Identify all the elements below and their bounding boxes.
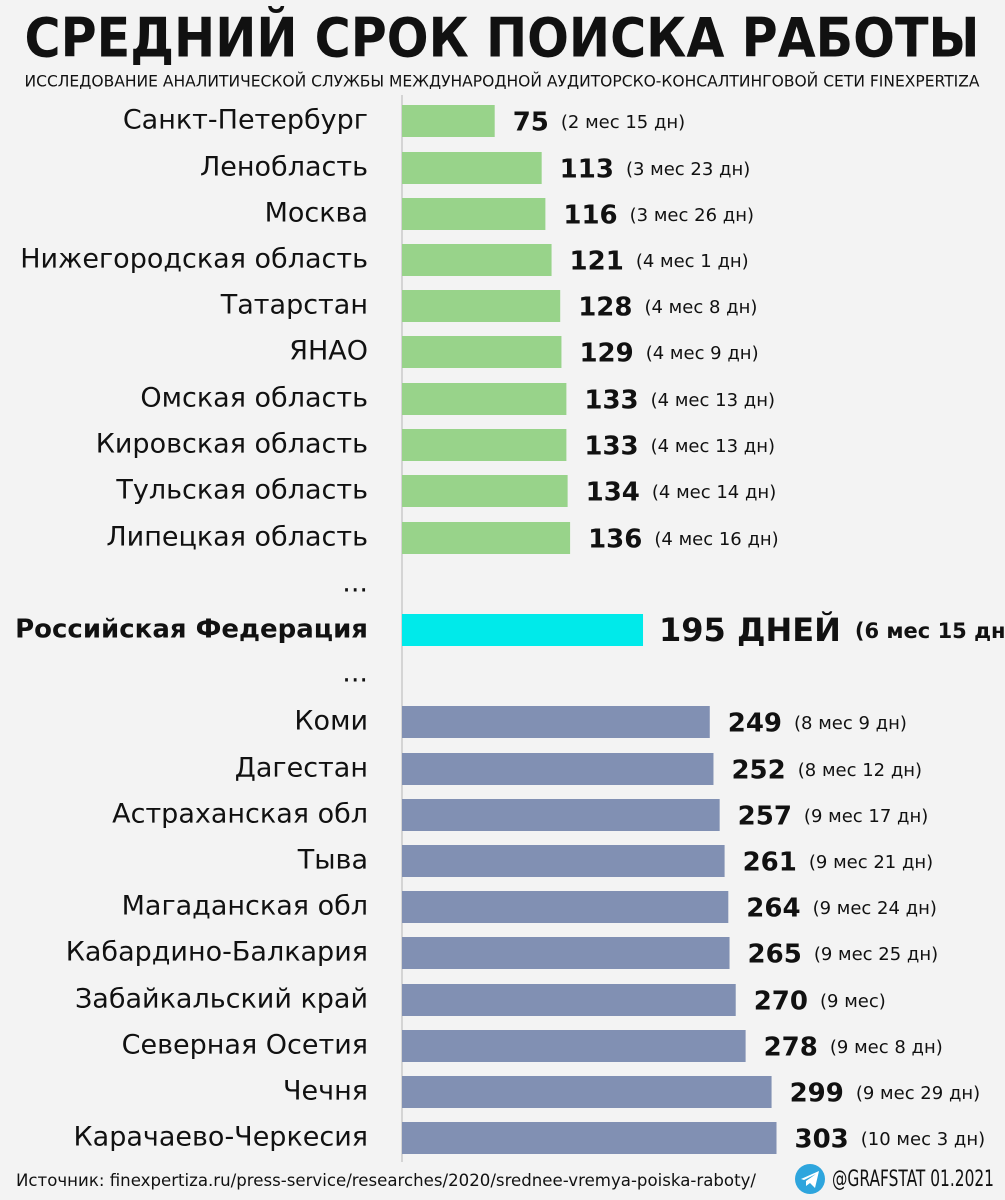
category-label: Магаданская обл [122,891,368,922]
category-label: Карачаево-Черкесия [74,1122,369,1153]
duration-note: (9 мес 29 дн) [856,1083,980,1104]
value-label: 134 [586,478,640,508]
category-label: ... [342,568,368,599]
category-label: Нижегородская область [20,244,368,275]
category-label: Ленобласть [200,152,368,183]
category-label: Кабардино-Балкария [66,937,368,968]
value-label: 252 [731,756,785,786]
duration-note: (10 мес 3 дн) [861,1129,985,1150]
value-label: 121 [570,247,624,277]
bar [402,937,730,969]
value-label: 299 [790,1079,844,1109]
bar [402,984,736,1016]
value-label: 270 [754,987,808,1017]
value-label: 249 [728,709,782,739]
category-label: ... [342,658,368,689]
value-label: 195 ДНЕЙ [659,611,841,649]
duration-note: (2 мес 15 дн) [561,112,685,133]
bar [402,336,562,368]
value-label: 116 [563,201,617,231]
bar [402,105,495,137]
value-label: 278 [764,1033,818,1063]
category-label: ЯНАО [289,336,368,367]
duration-note: (4 мес 16 дн) [654,529,778,550]
duration-note: (9 мес 21 дн) [809,852,933,873]
telegram-icon [795,1164,825,1194]
category-label: Тыва [297,845,368,876]
bar [402,198,546,230]
duration-note: (3 мес 23 дн) [626,159,750,180]
duration-note: (9 мес 8 дн) [830,1037,943,1058]
bar [402,1122,777,1154]
bar [402,1076,772,1108]
chart-title: СРЕДНИЙ СРОК ПОИСКА РАБОТЫ [25,7,980,70]
duration-note: (4 мес 1 дн) [636,251,749,272]
bar [402,845,725,877]
category-label: Тульская область [115,475,368,506]
category-label: Омская область [140,383,368,414]
bar [402,290,561,322]
category-label: Кировская область [96,429,368,460]
value-label: 257 [738,802,792,832]
source: Источник: finexpertiza.ru/press-service/… [16,1171,756,1191]
value-label: 264 [746,894,800,924]
duration-note: (4 мес 14 дн) [652,482,776,503]
category-label: Коми [294,706,368,737]
duration-note: (9 мес) [820,991,886,1012]
value-label: 75 [513,108,549,138]
bar [402,706,710,738]
bar [402,891,729,923]
value-label: 128 [578,293,632,323]
category-label: Дагестан [235,753,368,784]
duration-note: (9 мес 24 дн) [813,898,937,919]
value-label: 129 [579,339,633,369]
category-label: Северная Осетия [122,1030,368,1061]
bar [402,429,567,461]
bar [402,152,542,184]
value-label: 136 [588,525,642,555]
bar [402,475,568,507]
value-label: 265 [748,940,802,970]
bar [402,1030,746,1062]
value-label: 303 [795,1125,849,1155]
category-label: Чечня [283,1076,368,1107]
category-label: Астраханская обл [112,799,368,830]
duration-note: (4 мес 13 дн) [651,390,775,411]
value-label: 133 [584,386,638,416]
value-label: 133 [584,432,638,462]
duration-note: (8 мес 9 дн) [794,713,907,734]
bar [402,753,714,785]
category-label: Татарстан [220,290,368,321]
bar [402,244,552,276]
duration-note: (9 мес 25 дн) [814,944,938,965]
bar [402,799,720,831]
duration-note: (8 мес 12 дн) [798,760,922,781]
bar [402,614,644,646]
duration-note: (3 мес 26 дн) [630,205,754,226]
duration-note: (9 мес 17 дн) [804,806,928,827]
category-label: Забайкальский край [75,984,368,1015]
duration-note: (4 мес 8 дн) [644,297,757,318]
category-label: Липецкая область [106,522,368,553]
category-label: Российская Федерация [15,615,368,645]
category-label: Санкт-Петербург [123,105,368,136]
duration-note: (6 мес 15 дн) [855,619,1005,643]
duration-note: (4 мес 13 дн) [651,436,775,457]
bar [402,522,571,554]
duration-note: (4 мес 9 дн) [646,343,759,364]
chart-subtitle: ИССЛЕДОВАНИЕ АНАЛИТИЧЕСКОЙ СЛУЖБЫ МЕЖДУН… [25,72,980,91]
category-label: Москва [265,198,368,229]
bar [402,383,567,415]
credit: @GRAFSTAT 01.2021 [832,1167,994,1192]
value-label: 261 [743,848,797,878]
value-label: 113 [560,155,614,185]
